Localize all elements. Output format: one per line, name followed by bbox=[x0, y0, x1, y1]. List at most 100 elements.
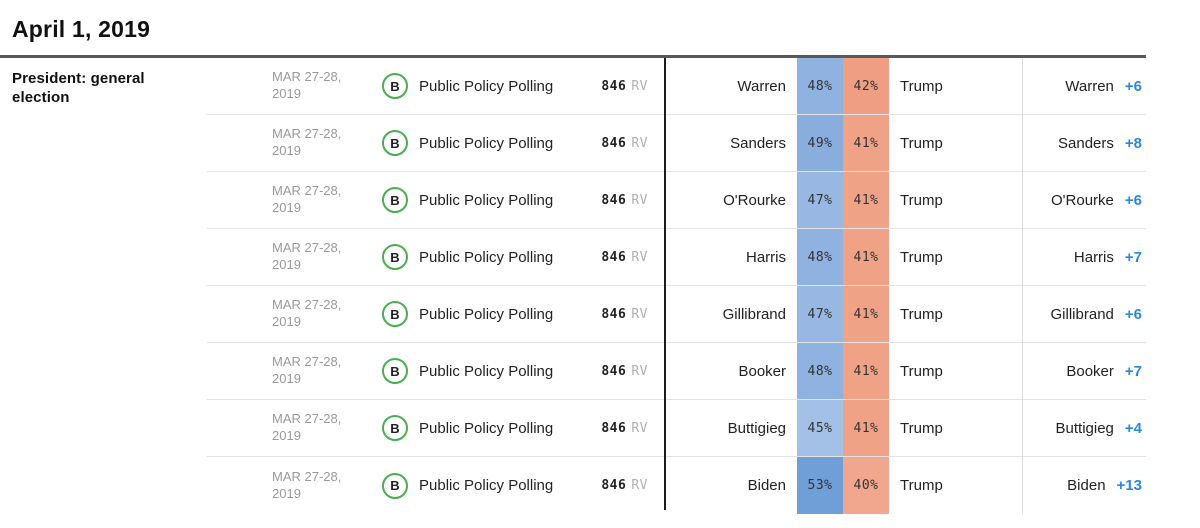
poll-date: MAR 27-28, 2019 bbox=[207, 58, 382, 114]
dem-pct-value: 48% bbox=[807, 249, 833, 265]
dem-candidate-name: Sanders bbox=[730, 134, 786, 152]
poll-date: MAR 27-28, 2019 bbox=[207, 343, 382, 399]
row-spacer bbox=[0, 172, 207, 229]
sample-info: 846 RV bbox=[574, 229, 664, 285]
poll-row: MAR 27-28, 2019 B Public Policy Polling … bbox=[0, 58, 1146, 115]
rep-pct-cell: 41% bbox=[843, 229, 889, 285]
rep-pct-value: 41% bbox=[853, 192, 879, 208]
dem-candidate-name: Buttigieg bbox=[727, 419, 786, 437]
pollster-link[interactable]: Public Policy Polling bbox=[419, 305, 554, 323]
rep-pct-cell: 41% bbox=[843, 286, 889, 342]
rep-pct-value: 41% bbox=[853, 420, 879, 436]
pollster-grade-badge[interactable]: B bbox=[382, 358, 408, 384]
poll-date-line1: MAR 27-28, bbox=[272, 126, 342, 142]
poll-date-line2: 2019 bbox=[272, 314, 301, 329]
poll-rows: MAR 27-28, 2019 B Public Policy Polling … bbox=[0, 58, 1146, 514]
pollster-grade-badge[interactable]: B bbox=[382, 130, 408, 156]
sample-type: RV bbox=[631, 363, 648, 379]
poll-row: MAR 27-28, 2019 B Public Policy Polling … bbox=[0, 457, 1146, 514]
leader-cell: Warren +6 bbox=[1022, 58, 1146, 114]
rep-candidate-name: Trump bbox=[900, 77, 943, 95]
rep-candidate-name: Trump bbox=[900, 248, 943, 266]
rep-candidate-name: Trump bbox=[900, 305, 943, 323]
leader-name: Booker bbox=[1066, 362, 1114, 380]
dem-pct-value: 47% bbox=[807, 306, 833, 322]
rep-candidate-name: Trump bbox=[900, 134, 943, 152]
rep-pct-value: 41% bbox=[853, 363, 879, 379]
poll-date-line2: 2019 bbox=[272, 371, 301, 386]
rep-pct-value: 41% bbox=[853, 135, 879, 151]
pollster-grade-badge[interactable]: B bbox=[382, 301, 408, 327]
pollster-grade-badge[interactable]: B bbox=[382, 244, 408, 270]
leader-cell: Harris +7 bbox=[1022, 229, 1146, 285]
poll-date-line2: 2019 bbox=[272, 143, 301, 158]
poll-row: MAR 27-28, 2019 B Public Policy Polling … bbox=[0, 343, 1146, 400]
leader-cell: Buttigieg +4 bbox=[1022, 400, 1146, 456]
dem-pct-cell: 45% bbox=[797, 400, 843, 456]
rep-pct-value: 40% bbox=[853, 478, 879, 493]
leader-margin: +6 bbox=[1124, 77, 1142, 95]
polls-table: President: general election MAR 27-28, 2… bbox=[0, 58, 1146, 514]
pollster-link[interactable]: Public Policy Polling bbox=[419, 419, 554, 437]
pollster-link[interactable]: Public Policy Polling bbox=[419, 77, 554, 95]
pollster-grade-badge[interactable]: B bbox=[382, 73, 408, 99]
leader-cell: Gillibrand +6 bbox=[1022, 286, 1146, 342]
leader-margin: +7 bbox=[1124, 248, 1142, 266]
sample-info: 846 RV bbox=[574, 343, 664, 399]
sample-type: RV bbox=[631, 135, 648, 151]
leader-name: Sanders bbox=[1058, 134, 1114, 152]
pollster-grade-badge[interactable]: B bbox=[382, 472, 408, 499]
dem-pct-value: 45% bbox=[807, 420, 833, 436]
poll-date: MAR 27-28, 2019 bbox=[207, 229, 382, 285]
rep-pct-value: 41% bbox=[853, 249, 879, 265]
leader-margin: +7 bbox=[1124, 362, 1142, 380]
pollster-grade-badge[interactable]: B bbox=[382, 415, 408, 441]
poll-date-line1: MAR 27-28, bbox=[272, 240, 342, 256]
rep-pct-cell: 41% bbox=[843, 343, 889, 399]
row-spacer bbox=[0, 400, 207, 457]
poll-row: MAR 27-28, 2019 B Public Policy Polling … bbox=[0, 229, 1146, 286]
sample-info: 846 RV bbox=[574, 286, 664, 342]
pollster-link[interactable]: Public Policy Polling bbox=[419, 191, 554, 209]
leader-margin: +6 bbox=[1124, 305, 1142, 323]
sample-info: 846 RV bbox=[574, 115, 664, 171]
dem-pct-value: 53% bbox=[807, 478, 833, 493]
pollster-link[interactable]: Public Policy Polling bbox=[419, 362, 554, 380]
sample-type: RV bbox=[631, 192, 648, 208]
sample-type: RV bbox=[631, 306, 648, 322]
leader-cell: Biden +13 bbox=[1022, 457, 1146, 514]
leader-margin: +4 bbox=[1124, 419, 1142, 437]
rep-pct-cell: 41% bbox=[843, 172, 889, 228]
row-spacer bbox=[0, 115, 207, 172]
leader-name: Harris bbox=[1073, 248, 1114, 266]
sample-size: 846 bbox=[601, 78, 627, 94]
sample-type: RV bbox=[631, 420, 648, 436]
dem-pct-cell: 49% bbox=[797, 115, 843, 171]
dem-candidate-name: Gillibrand bbox=[722, 305, 786, 323]
rep-pct-value: 41% bbox=[853, 306, 879, 322]
dem-candidate-name: Biden bbox=[747, 477, 786, 494]
poll-date-line2: 2019 bbox=[272, 428, 301, 443]
leader-name: Gillibrand bbox=[1050, 305, 1114, 323]
leader-margin: +13 bbox=[1116, 477, 1142, 494]
pollster-link[interactable]: Public Policy Polling bbox=[419, 248, 554, 266]
table-divider-light bbox=[1022, 58, 1023, 514]
poll-date-line2: 2019 bbox=[272, 200, 301, 215]
sample-size: 846 bbox=[601, 363, 627, 379]
poll-date-line2: 2019 bbox=[272, 257, 301, 272]
pollster-grade-badge[interactable]: B bbox=[382, 187, 408, 213]
poll-date-line1: MAR 27-28, bbox=[272, 354, 342, 370]
pollster-link[interactable]: Public Policy Polling bbox=[419, 134, 554, 152]
pollster-link[interactable]: Public Policy Polling bbox=[419, 477, 554, 494]
page-title: April 1, 2019 bbox=[12, 16, 151, 42]
poll-date-line1: MAR 27-28, bbox=[272, 411, 342, 427]
category-label: President: general election bbox=[12, 70, 145, 106]
sample-info: 846 RV bbox=[574, 172, 664, 228]
rep-pct-cell: 41% bbox=[843, 115, 889, 171]
rep-pct-value: 42% bbox=[853, 78, 879, 94]
poll-date: MAR 27-28, 2019 bbox=[207, 400, 382, 456]
leader-cell: Booker +7 bbox=[1022, 343, 1146, 399]
poll-row: MAR 27-28, 2019 B Public Policy Polling … bbox=[0, 400, 1146, 457]
dem-pct-value: 48% bbox=[807, 78, 833, 94]
poll-row: MAR 27-28, 2019 B Public Policy Polling … bbox=[0, 172, 1146, 229]
